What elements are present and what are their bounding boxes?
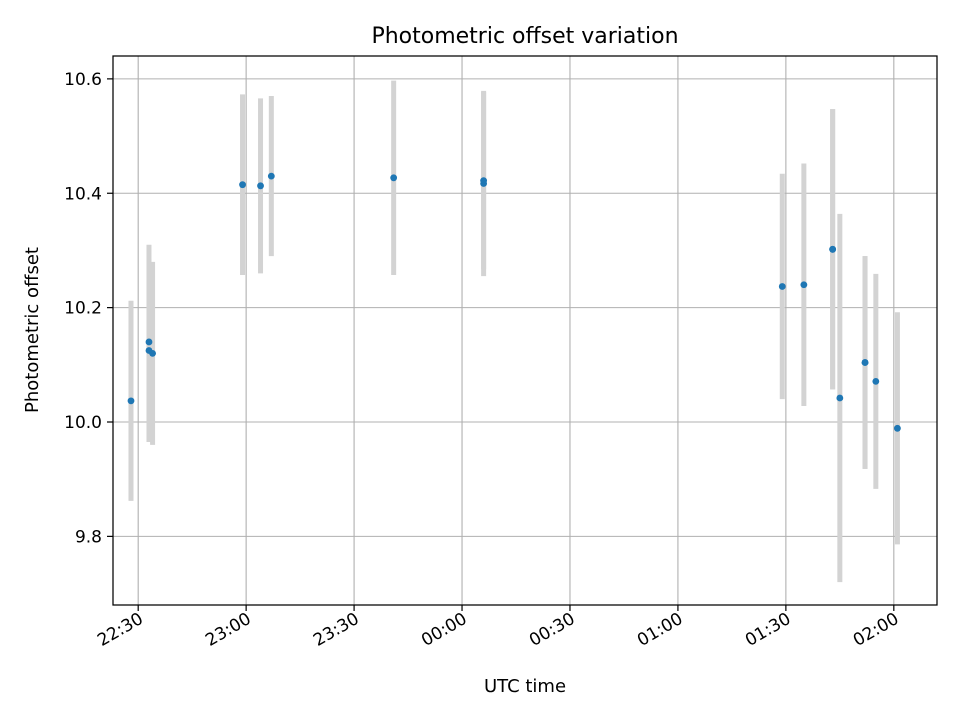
data-point: [861, 359, 869, 366]
y-tick-label: 10.0: [64, 413, 102, 433]
y-axis-ticks: 9.8 10.0 10.2 10.4 10.6: [64, 70, 113, 547]
x-tick-label: 02:00: [850, 609, 902, 651]
y-tick-label: 10.4: [64, 184, 102, 204]
data-point: [836, 394, 844, 402]
x-axis-label: UTC time: [484, 676, 566, 697]
y-tick-label: 10.2: [64, 299, 102, 319]
chart-title: Photometric offset variation: [371, 24, 678, 49]
data-point: [145, 338, 153, 346]
x-tick-label: 22:30: [94, 609, 146, 651]
data-point: [149, 349, 156, 357]
data-point: [829, 245, 837, 253]
x-axis-ticks: 22:30 23:00 23:30 00:00 00:30 01:00 01:30 02:00: [94, 605, 902, 651]
data-point: [872, 377, 880, 385]
data-point: [257, 182, 264, 190]
y-axis-label: Photometric offset: [22, 247, 43, 413]
data-point: [239, 181, 246, 189]
data-points: [127, 172, 901, 432]
x-tick-label: 23:00: [202, 609, 254, 651]
data-point: [800, 281, 808, 289]
x-tick-label: 01:00: [634, 609, 686, 651]
grid-lines: [113, 56, 937, 605]
data-point: [127, 397, 135, 405]
y-tick-label: 9.8: [75, 527, 102, 547]
data-point: [778, 283, 786, 290]
data-point: [894, 424, 901, 432]
x-tick-label: 00:30: [526, 609, 578, 651]
y-tick-label: 10.6: [64, 70, 102, 90]
x-tick-label: 01:30: [742, 609, 794, 651]
x-tick-label: 23:30: [310, 609, 362, 651]
x-tick-label: 00:00: [418, 609, 470, 651]
plot-frame: [112, 55, 938, 606]
data-point: [480, 177, 488, 185]
data-point: [390, 174, 398, 182]
data-point: [267, 172, 275, 180]
